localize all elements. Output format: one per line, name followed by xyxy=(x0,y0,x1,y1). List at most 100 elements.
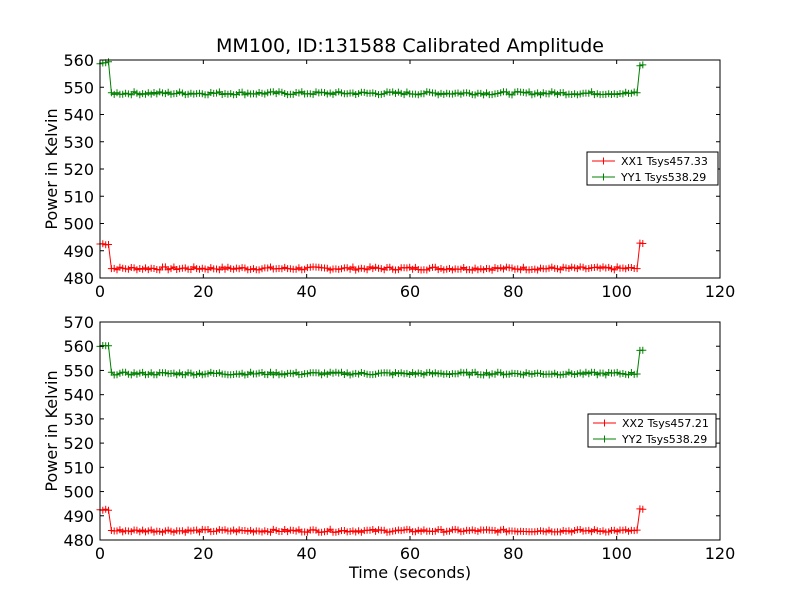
data-point xyxy=(357,528,365,536)
data-point xyxy=(568,528,576,536)
data-point xyxy=(261,90,269,98)
y-axis-title: Power in Kelvin xyxy=(42,108,61,229)
data-point xyxy=(488,91,496,99)
data-point xyxy=(522,369,530,377)
data-point xyxy=(426,88,434,96)
data-point xyxy=(454,526,462,534)
data-point xyxy=(630,88,638,96)
data-point xyxy=(178,89,186,97)
series-markers-1-0 xyxy=(96,505,647,536)
data-point xyxy=(261,527,269,535)
data-point xyxy=(241,91,249,99)
data-point xyxy=(639,346,647,354)
y-tick-label: 520 xyxy=(63,434,94,453)
data-point xyxy=(548,263,556,271)
data-point xyxy=(377,265,385,273)
data-point xyxy=(372,527,380,535)
data-point xyxy=(119,528,127,536)
bottom-panel: 0 20 40 60 80 100 120 480 490 500 510 520 530 540 550 5… xyxy=(42,313,735,563)
legend-marker xyxy=(601,419,608,427)
data-point xyxy=(474,527,482,535)
data-point xyxy=(255,369,263,377)
data-point xyxy=(113,527,121,535)
x-tick-label: 100 xyxy=(601,544,632,563)
data-point xyxy=(633,89,641,97)
legend-label: YY1 Tsys538.29 xyxy=(620,171,706,184)
data-point xyxy=(397,527,405,535)
data-point xyxy=(352,369,360,377)
data-point xyxy=(352,91,360,98)
y-tick-label: 530 xyxy=(63,410,94,429)
data-point xyxy=(255,266,263,274)
data-point xyxy=(633,526,641,534)
y-tick-label: 530 xyxy=(63,133,94,152)
data-point xyxy=(363,266,371,274)
series-line-0-1 xyxy=(99,60,643,96)
data-point xyxy=(343,264,351,272)
data-point xyxy=(352,266,360,274)
legend-box xyxy=(586,151,719,186)
data-point xyxy=(235,370,243,378)
x-tick-label: 20 xyxy=(193,282,213,301)
data-point xyxy=(178,527,186,535)
data-point xyxy=(514,370,522,378)
legend-marker xyxy=(600,173,607,181)
data-point xyxy=(500,371,507,379)
data-point xyxy=(255,89,263,96)
data-point xyxy=(124,527,132,535)
data-point xyxy=(235,265,243,273)
series-markers-1-1 xyxy=(96,342,647,379)
data-point xyxy=(639,61,647,69)
y-tick-label: 520 xyxy=(63,160,94,179)
y-tick-label: 550 xyxy=(63,361,94,380)
x-tick-label: 0 xyxy=(95,282,105,301)
data-point xyxy=(633,370,641,378)
data-point xyxy=(610,266,618,274)
data-point xyxy=(576,90,584,98)
data-point xyxy=(213,527,220,535)
data-point xyxy=(105,342,112,350)
data-point xyxy=(303,370,311,378)
data-point xyxy=(281,371,289,379)
data-point xyxy=(568,263,576,271)
x-tick-label: 20 xyxy=(193,544,213,563)
data-point xyxy=(357,369,365,376)
data-point xyxy=(213,89,220,97)
series-markers-0-0 xyxy=(96,239,647,274)
data-point xyxy=(556,528,564,536)
top-panel: 0 20 40 60 80 100 120 480 490 500 510 520 530 540 550 5… xyxy=(42,51,735,301)
data-point xyxy=(440,266,448,274)
legend-label: XX1 Tsys457.33 xyxy=(621,155,708,168)
y-tick-label: 480 xyxy=(63,531,94,550)
data-point xyxy=(576,526,584,533)
data-point xyxy=(227,90,235,98)
legend-marker xyxy=(600,157,607,165)
data-point xyxy=(576,369,584,377)
x-tick-label: 120 xyxy=(705,544,736,563)
data-point xyxy=(159,528,166,536)
y-tick-label: 540 xyxy=(63,106,94,125)
data-point xyxy=(105,58,112,66)
x-tick-label: 100 xyxy=(601,282,632,301)
data-point xyxy=(440,528,448,536)
y-tick-label: 490 xyxy=(63,507,94,526)
y-tick-label: 550 xyxy=(63,78,94,97)
data-point xyxy=(295,89,303,97)
data-point xyxy=(446,371,453,378)
data-point xyxy=(329,90,337,98)
data-point xyxy=(144,266,152,274)
data-point xyxy=(372,90,380,98)
x-tick-label: 60 xyxy=(400,544,420,563)
data-point xyxy=(338,89,345,97)
data-point xyxy=(139,90,147,98)
y-axis-title: Power in Kelvin xyxy=(42,370,61,491)
data-point xyxy=(480,266,488,274)
data-point xyxy=(124,90,132,98)
data-point xyxy=(201,265,209,273)
data-point xyxy=(522,89,530,97)
data-point xyxy=(241,371,249,379)
data-point xyxy=(235,526,243,534)
data-point xyxy=(426,264,434,272)
data-point xyxy=(281,263,289,271)
